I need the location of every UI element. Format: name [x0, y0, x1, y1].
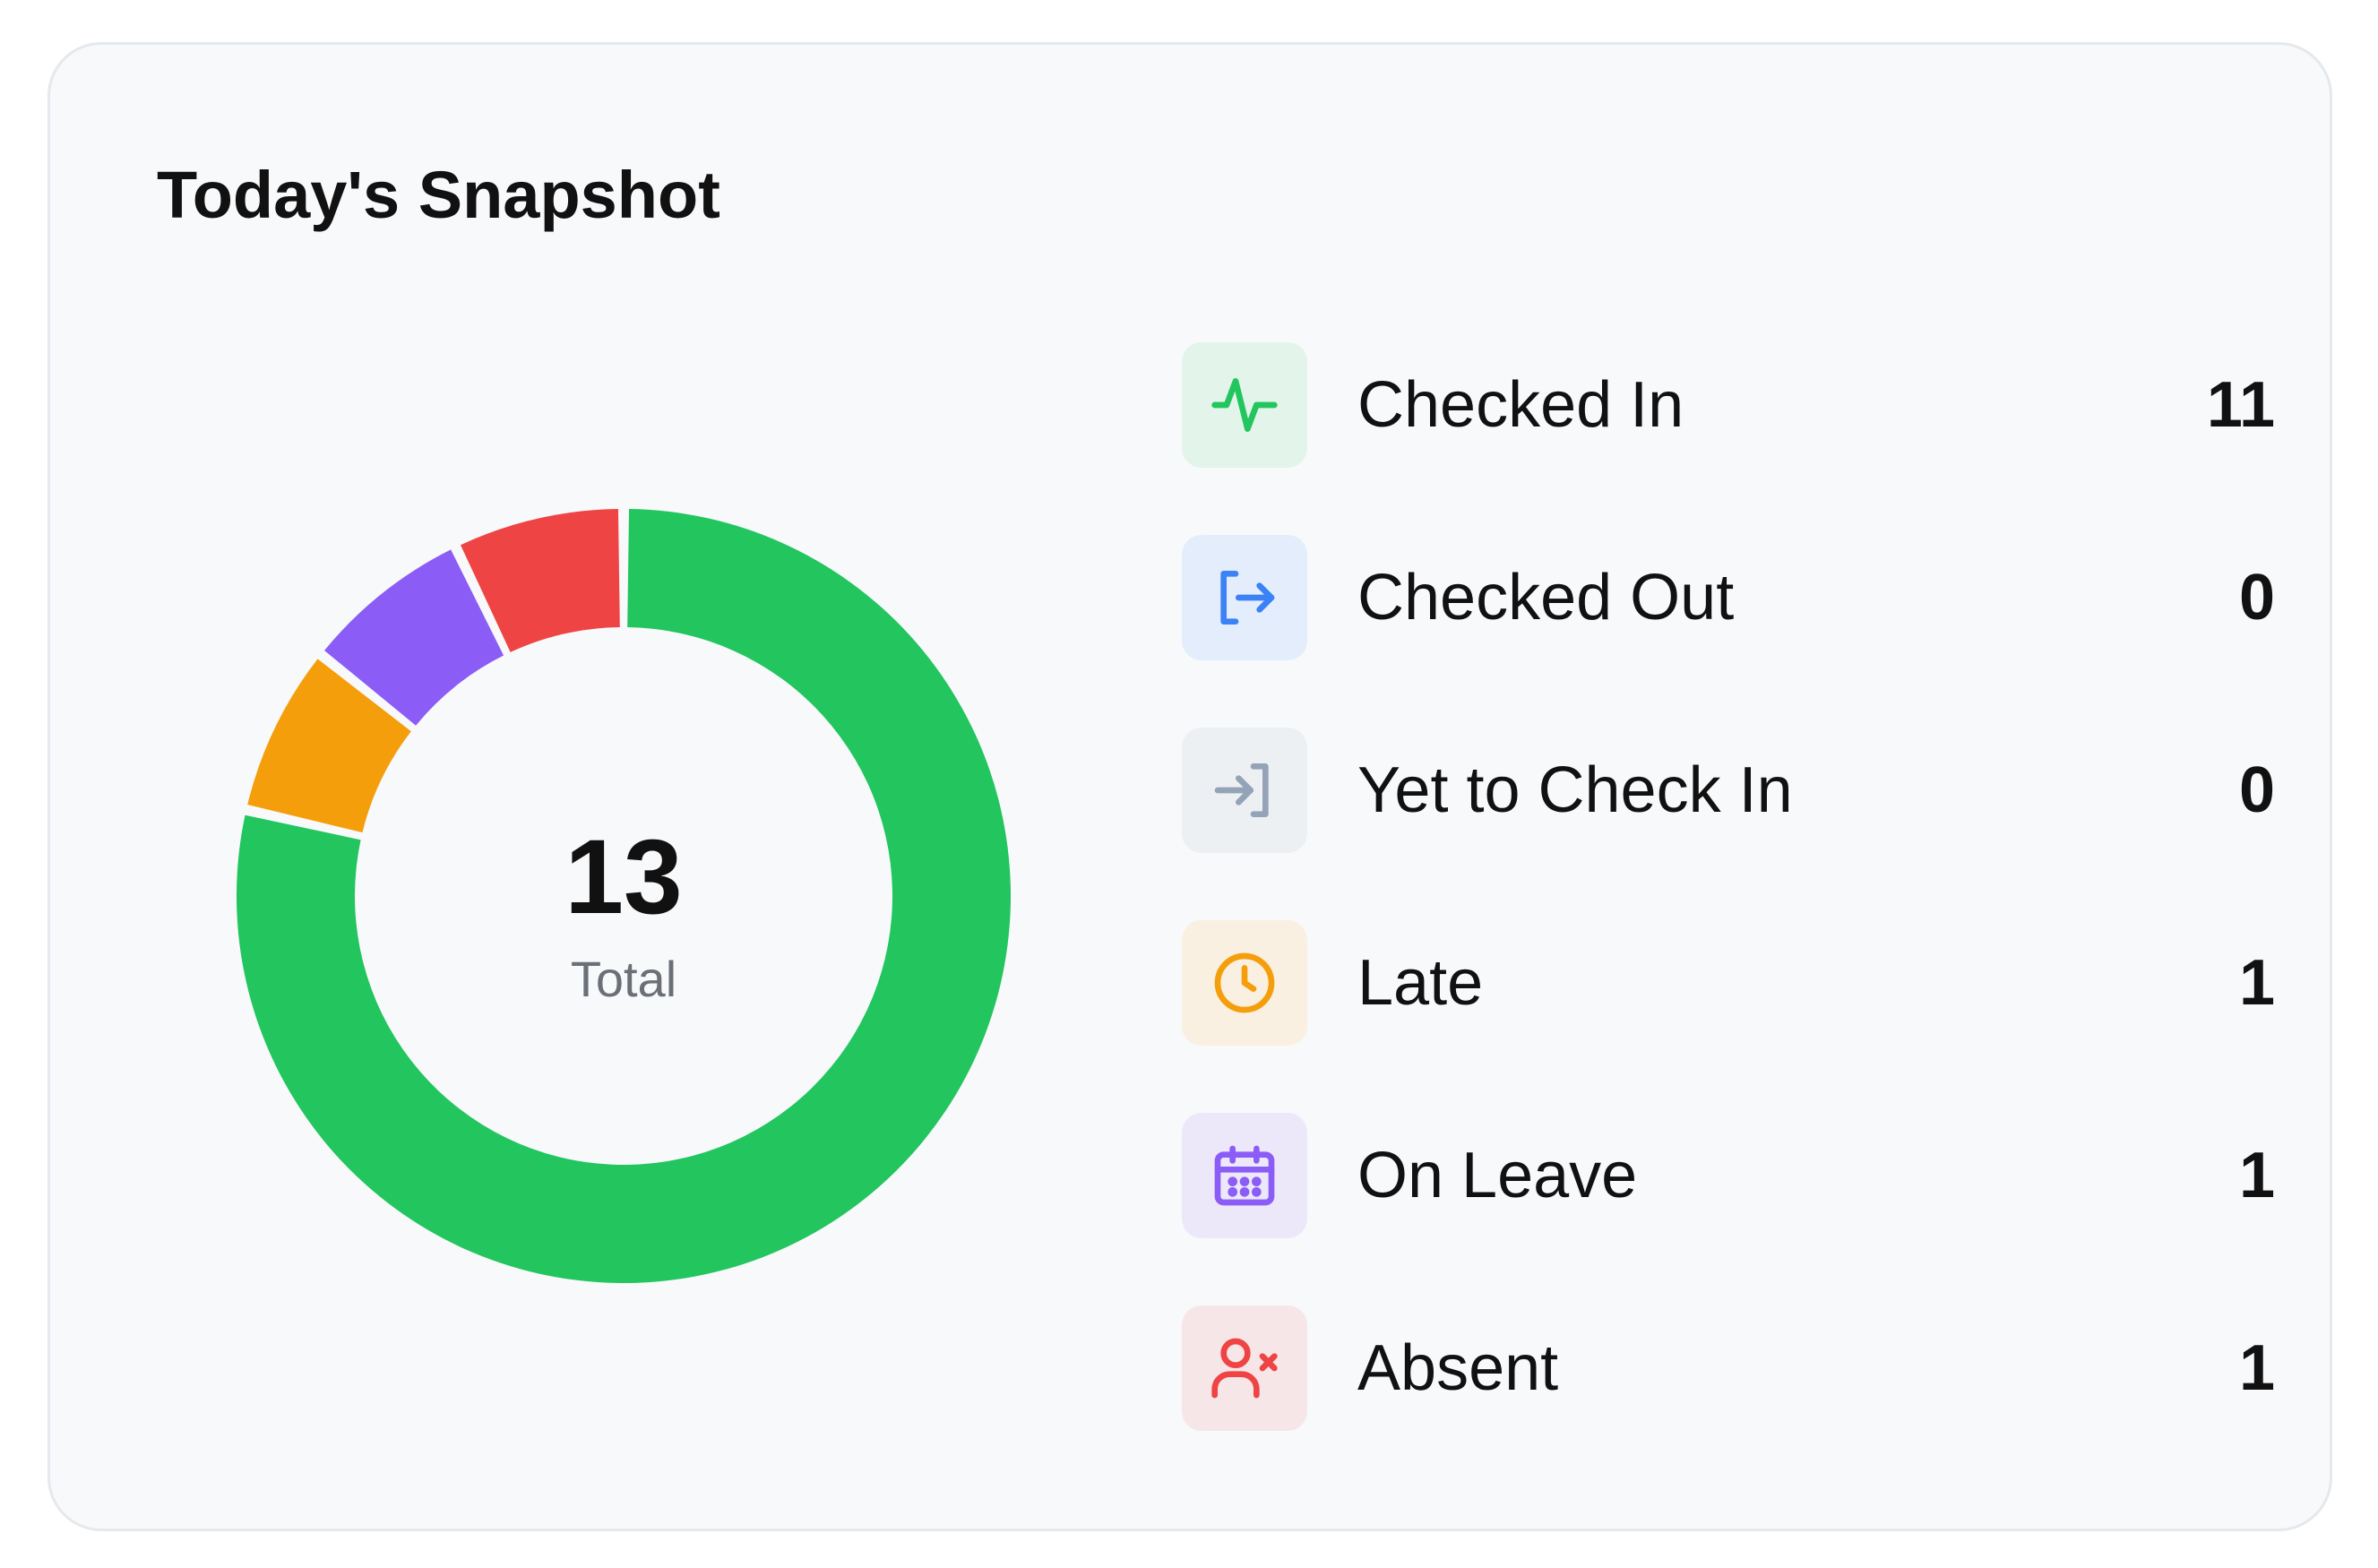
legend-row-checked-out[interactable]: Checked Out 0 [1182, 535, 2275, 660]
legend-row-on-leave[interactable]: On Leave 1 [1182, 1113, 2275, 1238]
donut-chart: 13 Total [220, 493, 1027, 1299]
user-x-icon [1182, 1305, 1307, 1431]
legend-count: 1 [2238, 947, 2275, 1019]
legend-label: Checked In [1357, 369, 1684, 441]
donut-slice-absent[interactable] [461, 509, 620, 652]
clock-icon [1182, 920, 1307, 1046]
donut-slice-late[interactable] [247, 659, 411, 833]
legend-count: 1 [2238, 1140, 2275, 1211]
legend-row-checked-in[interactable]: Checked In 11 [1182, 342, 2275, 468]
legend-label: On Leave [1357, 1140, 1638, 1211]
card-title: Today's Snapshot [157, 158, 720, 232]
donut-slice-on-leave[interactable] [324, 549, 504, 726]
sign-in-icon [1182, 728, 1307, 853]
total-value: 13 [564, 818, 683, 936]
activity-pulse-icon [1182, 342, 1307, 468]
sign-out-icon [1182, 535, 1307, 660]
legend-count: 11 [2206, 369, 2275, 441]
legend-row-late[interactable]: Late 1 [1182, 920, 2275, 1046]
calendar-icon [1182, 1113, 1307, 1238]
legend-row-yet-to-check-in[interactable]: Yet to Check In 0 [1182, 728, 2275, 853]
legend-row-absent[interactable]: Absent 1 [1182, 1305, 2275, 1431]
legend-label: Yet to Check In [1357, 754, 1793, 826]
legend-label: Late [1357, 947, 1484, 1019]
donut-slice-checked-in[interactable] [236, 509, 1011, 1283]
legend-count: 1 [2238, 1332, 2275, 1404]
legend-count: 0 [2238, 754, 2275, 826]
legend-count: 0 [2238, 562, 2275, 633]
total-label: Total [570, 951, 677, 1007]
legend-label: Absent [1357, 1332, 1559, 1404]
legend-label: Checked Out [1357, 562, 1735, 633]
donut-svg [236, 509, 1011, 1283]
snapshot-card: Today's Snapshot 13 Total Checked In 11 [47, 42, 2332, 1531]
